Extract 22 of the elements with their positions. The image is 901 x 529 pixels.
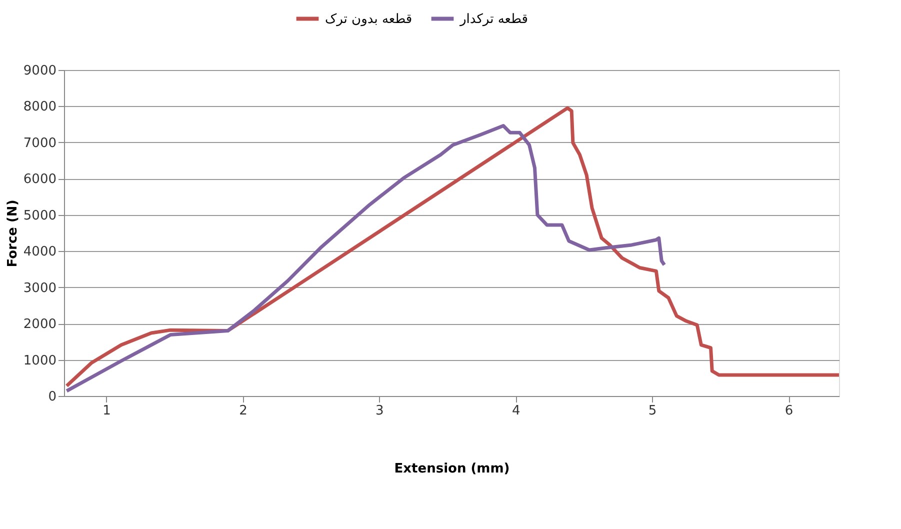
x-axis-title: Extension (mm) bbox=[394, 462, 510, 476]
line-series bbox=[64, 124, 666, 393]
y-tick-label: 8000 bbox=[23, 100, 56, 115]
y-tick-label: 0 bbox=[48, 390, 56, 404]
x-tick-label: 3 bbox=[376, 404, 384, 418]
y-tick-label: 2000 bbox=[23, 317, 56, 332]
y-axis-title: Force (N) bbox=[5, 200, 20, 268]
y-tick-label: 7000 bbox=[23, 136, 56, 151]
y-tick-label: 9000 bbox=[23, 64, 56, 78]
y-tick-label: 6000 bbox=[23, 172, 56, 188]
y-tick-label: 5000 bbox=[23, 208, 56, 224]
y-tick-label: 3000 bbox=[23, 280, 56, 296]
y-tick-label: 1000 bbox=[23, 353, 56, 368]
legend-label: قطعه ترکدار bbox=[459, 12, 528, 27]
legend-label: قطعه بدون ترک bbox=[325, 12, 412, 27]
x-tick-label: 5 bbox=[648, 404, 657, 418]
x-tick-label: 1 bbox=[102, 404, 111, 418]
line-series bbox=[64, 106, 841, 388]
x-tick-label: 4 bbox=[512, 404, 520, 418]
y-tick-label: 4000 bbox=[23, 244, 56, 260]
x-tick-label: 2 bbox=[239, 404, 248, 418]
x-tick-label: 6 bbox=[784, 404, 794, 418]
